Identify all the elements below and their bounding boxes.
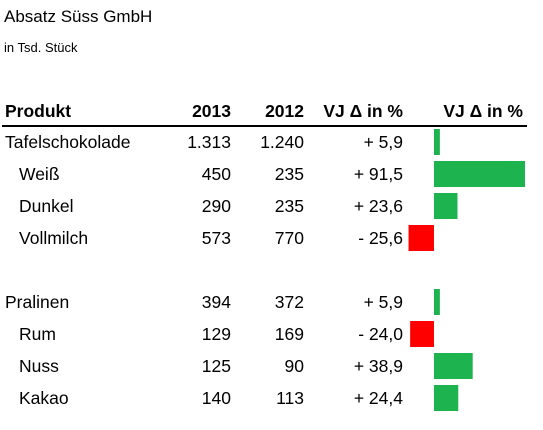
delta-bar-positive xyxy=(434,289,440,315)
cell-2012: 169 xyxy=(275,324,304,344)
header-vj-delta-bar: VJ Δ in % xyxy=(443,101,523,121)
cell-2012: 235 xyxy=(275,196,304,216)
delta-bar-positive xyxy=(434,129,440,155)
table-row: Dunkel 290 235 + 23,6 xyxy=(19,193,458,219)
cell-delta: + 5,9 xyxy=(364,132,403,152)
cell-delta: - 24,0 xyxy=(358,324,403,344)
table-row: Nuss 125 90 + 38,9 xyxy=(19,353,473,379)
cell-product: Weiß xyxy=(19,164,60,184)
delta-bar-positive xyxy=(434,385,459,411)
cell-2012: 113 xyxy=(276,388,304,408)
cell-product: Tafelschokolade xyxy=(5,132,131,152)
header-2013: 2013 xyxy=(192,101,231,121)
cell-2012: 235 xyxy=(275,164,304,184)
cell-product: Rum xyxy=(19,324,56,344)
table-row: Tafelschokolade 1.313 1.240 + 5,9 xyxy=(5,129,440,155)
cell-2013: 394 xyxy=(202,292,231,312)
cell-2012: 1.240 xyxy=(260,132,304,152)
cell-delta: + 23,6 xyxy=(354,196,403,216)
delta-bar-positive xyxy=(434,193,458,219)
cell-product: Pralinen xyxy=(5,292,69,312)
delta-bar-negative xyxy=(410,321,434,347)
table-row: Kakao 140 113 + 24,4 xyxy=(19,385,459,411)
cell-product: Vollmilch xyxy=(19,228,88,248)
cell-product: Dunkel xyxy=(19,196,73,216)
cell-2013: 573 xyxy=(202,228,231,248)
cell-2012: 770 xyxy=(275,228,304,248)
table-body: Produkt 2013 2012 VJ Δ in % VJ Δ in %Tafelsc… xyxy=(2,101,527,411)
cell-product: Kakao xyxy=(19,388,69,408)
table-row: Pralinen 394 372 + 5,9 xyxy=(5,289,440,315)
cell-2013: 140 xyxy=(202,388,231,408)
cell-delta: + 24,4 xyxy=(354,388,403,408)
cell-2012: 90 xyxy=(285,356,305,376)
cell-2013: 125 xyxy=(202,356,231,376)
delta-bar-positive xyxy=(434,353,473,379)
cell-2013: 129 xyxy=(202,324,231,344)
table-row: Vollmilch 573 770 - 25,6 xyxy=(19,225,434,251)
table-row: Rum 129 169 - 24,0 xyxy=(19,321,434,347)
table-row: Weiß 450 235 + 91,5 xyxy=(19,161,525,187)
cell-product: Nuss xyxy=(19,356,59,376)
chart-subtitle: in Tsd. Stück xyxy=(4,40,78,55)
header-produkt: Produkt xyxy=(5,101,71,121)
cell-delta: + 5,9 xyxy=(364,292,403,312)
cell-2013: 1.313 xyxy=(187,132,231,152)
cell-delta: + 91,5 xyxy=(354,164,403,184)
delta-bar-positive xyxy=(434,161,525,187)
cell-2013: 450 xyxy=(202,164,231,184)
cell-2012: 372 xyxy=(275,292,304,312)
header-2012: 2012 xyxy=(265,101,304,121)
delta-bar-negative xyxy=(408,225,434,251)
cell-delta: + 38,9 xyxy=(354,356,403,376)
header-vj-delta: VJ Δ in % xyxy=(323,101,403,121)
chart-title: Absatz Süss GmbH xyxy=(4,7,152,26)
cell-2013: 290 xyxy=(202,196,231,216)
cell-delta: - 25,6 xyxy=(358,228,403,248)
